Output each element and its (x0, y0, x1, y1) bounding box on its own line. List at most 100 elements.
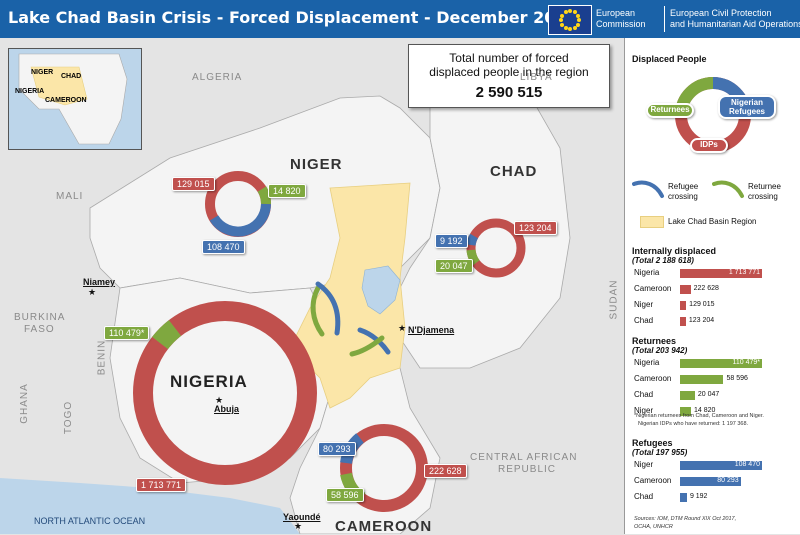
total-value: 2 590 515 (475, 84, 543, 101)
legend-basin-label: Lake Chad Basin Region (668, 217, 757, 226)
eu-star-icon (568, 27, 572, 31)
bar-value-label: 80 293 (717, 477, 739, 484)
bar (680, 407, 691, 416)
neighbor-label-car-2: REPUBLIC (498, 464, 557, 475)
sources-line-1: Sources: IOM, DTM Round XIX Oct 2017, (634, 516, 737, 522)
neighbor-label-togo: TOGO (63, 400, 75, 435)
chart-title: Returnees (632, 336, 677, 346)
neighbor-label-mali: MALI (56, 191, 84, 202)
eu-star-icon (577, 18, 581, 22)
neighbor-label-benin: BENIN (96, 339, 108, 376)
ec-name-line-1: European (596, 8, 636, 18)
niger-refugees-value: 108 470 (202, 240, 245, 254)
header-bar: Lake Chad Basin Crisis - Forced Displace… (0, 0, 800, 38)
legend-nigerian-refugees: Nigerian Refugees (718, 95, 776, 119)
bar-category-label: Cameroon (634, 476, 672, 485)
inset-label-nigeria: NIGERIA (15, 88, 45, 95)
bar-category-label: Niger (634, 300, 654, 309)
bar (680, 285, 691, 294)
header-divider (664, 6, 665, 32)
chad-refugees-value: 9 192 (435, 234, 468, 248)
city-label-ndjamena: N'Djamena (408, 325, 455, 335)
bar (680, 375, 724, 384)
bar-value-label: 129 015 (689, 301, 715, 308)
capital-star-icon: ★ (215, 395, 224, 405)
neighbor-label-faso: FASO (24, 324, 55, 335)
niger-donut (205, 171, 271, 237)
chad-idp-value: 123 204 (514, 221, 557, 235)
chart-subtitle: (Total 203 942) (632, 346, 688, 355)
bar-category-label: Cameroon (634, 374, 672, 383)
eu-star-icon (560, 22, 565, 27)
eu-star-icon (563, 25, 568, 30)
eu-star-icon (572, 10, 577, 15)
neighbor-label-libya: LIBYA (520, 72, 553, 83)
legend-idps: IDPs (690, 138, 728, 153)
echo-name-line-1: European Civil Protection (670, 8, 772, 18)
bar-value-label: 110 479* (732, 359, 760, 366)
eu-flag-logo (548, 5, 592, 35)
eu-star-icon (559, 18, 563, 22)
legend-refugees: Refugees (728, 107, 765, 116)
eu-star-icon (560, 13, 565, 18)
legend-returnee-crossing-line-1: Returnee (748, 182, 781, 191)
bar (680, 269, 762, 278)
eu-star-icon (572, 25, 577, 30)
niger-idp-value: 129 015 (172, 177, 215, 191)
country-label-nigeria: NIGERIA (170, 372, 248, 391)
eu-star-icon (575, 13, 580, 18)
country-label-chad: CHAD (490, 163, 538, 180)
eu-star-icon (563, 10, 568, 15)
bar-value-label: 58 596 (726, 375, 748, 382)
returnees-note-line-2: Nigerian IDPs who have returned: 1 197 3… (638, 421, 749, 427)
sidebar-panel (624, 38, 800, 534)
sources-line-2: OCHA, UNHCR (634, 524, 673, 530)
legend-returnee-crossing-line-2: crossing (748, 192, 778, 201)
total-label-line-1: Total number of forced (449, 51, 569, 65)
inset-map: NIGER CHAD NIGERIA CAMEROON (8, 48, 142, 150)
returnee-crossing-arrow-icon (712, 180, 744, 198)
legend-nigerian: Nigerian (730, 98, 763, 107)
legend-returnees: Returnees (646, 103, 694, 118)
chad-donut (466, 218, 526, 278)
bar-value-label: 14 820 (693, 407, 716, 414)
bar (680, 461, 762, 470)
basin-swatch (640, 216, 664, 228)
refugee-crossing-arrow-icon (632, 180, 664, 198)
page-title: Lake Chad Basin Crisis - Forced Displace… (8, 8, 578, 27)
returnees-note-line-1: *Nigerian returnees from Chad, Cameroon … (634, 413, 764, 419)
neighbor-label-burkina: BURKINA (14, 312, 66, 323)
chart-title: Refugees (632, 438, 673, 448)
bar (680, 317, 686, 326)
bar-value-label: 108 470 (734, 461, 760, 468)
neighbor-label-sudan: SUDAN (608, 279, 620, 320)
cameroon-refugees-value: 80 293 (318, 442, 356, 456)
echo-name-line-2: and Humanitarian Aid Operations (670, 19, 800, 29)
bar-category-label: Niger (634, 406, 654, 415)
city-label-abuja: Abuja (214, 404, 240, 414)
chart-title: Internally displaced (632, 246, 717, 256)
eu-star-icon (568, 9, 572, 13)
bar-category-label: Cameroon (634, 284, 672, 293)
chad-returnees-value: 20 047 (435, 259, 473, 273)
bar-category-label: Nigeria (634, 268, 660, 277)
inset-map-graphic (18, 53, 128, 145)
neighbor-label-ghana: GHANA (18, 383, 30, 424)
ocean-label: NORTH ATLANTIC OCEAN (34, 516, 146, 526)
legend-refugee-crossing-line-2: crossing (668, 192, 698, 201)
bar-category-label: Chad (634, 492, 654, 501)
legend-refugee-crossing-line-1: Refugee (668, 182, 699, 191)
inset-label-cameroon: CAMEROON (45, 97, 87, 104)
capital-star-icon: ★ (88, 287, 97, 297)
inset-label-niger: NIGER (31, 69, 54, 76)
legend-title: Displaced People (632, 54, 707, 64)
bar-category-label: Chad (634, 390, 654, 399)
country-label-cameroon: CAMEROON (335, 518, 433, 535)
city-label-niamey: Niamey (83, 277, 116, 287)
country-label-niger: NIGER (290, 156, 343, 173)
neighbor-label-car-1: CENTRAL AFRICAN (470, 452, 578, 463)
chart-subtitle: (Total 197 955) (632, 448, 688, 457)
bar-category-label: Niger (634, 460, 654, 469)
inset-label-chad: CHAD (61, 73, 82, 80)
eu-star-icon (575, 22, 580, 27)
